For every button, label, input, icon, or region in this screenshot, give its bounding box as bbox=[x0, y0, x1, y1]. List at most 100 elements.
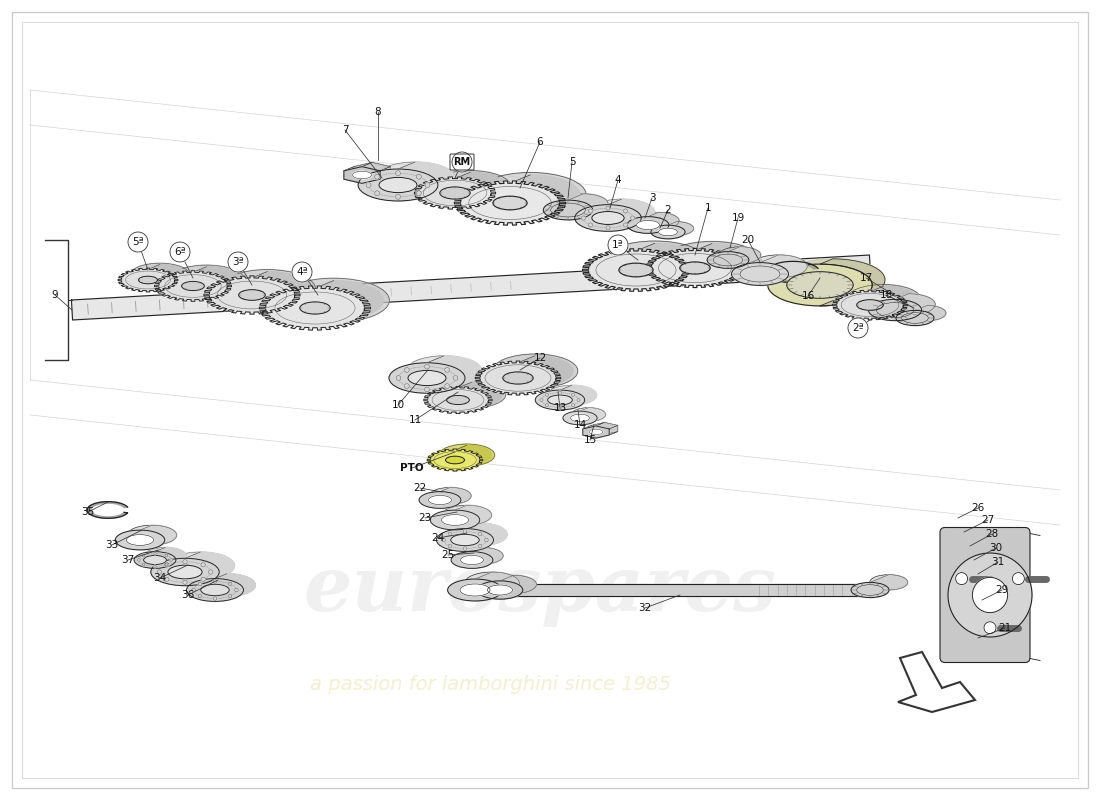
Polygon shape bbox=[915, 306, 946, 326]
Circle shape bbox=[396, 376, 400, 381]
Ellipse shape bbox=[651, 225, 685, 239]
Circle shape bbox=[578, 398, 580, 402]
Ellipse shape bbox=[200, 584, 229, 596]
Ellipse shape bbox=[166, 552, 234, 579]
Circle shape bbox=[165, 563, 168, 566]
Ellipse shape bbox=[663, 242, 761, 281]
Ellipse shape bbox=[408, 370, 446, 386]
Circle shape bbox=[396, 194, 400, 199]
Text: 10: 10 bbox=[392, 400, 405, 410]
Text: 30: 30 bbox=[989, 543, 1002, 553]
Polygon shape bbox=[568, 194, 608, 220]
Ellipse shape bbox=[707, 252, 749, 268]
Polygon shape bbox=[820, 259, 884, 306]
Ellipse shape bbox=[447, 395, 470, 405]
Circle shape bbox=[201, 562, 206, 567]
Text: 29: 29 bbox=[996, 585, 1009, 595]
Polygon shape bbox=[608, 199, 654, 231]
Polygon shape bbox=[118, 268, 178, 292]
Polygon shape bbox=[475, 572, 519, 601]
Ellipse shape bbox=[592, 211, 624, 225]
Circle shape bbox=[448, 532, 452, 536]
Text: 4ª: 4ª bbox=[296, 267, 308, 277]
Ellipse shape bbox=[659, 222, 694, 235]
Ellipse shape bbox=[868, 299, 922, 321]
Circle shape bbox=[572, 404, 574, 406]
Polygon shape bbox=[415, 177, 496, 209]
Circle shape bbox=[572, 394, 574, 396]
Polygon shape bbox=[252, 272, 310, 312]
Ellipse shape bbox=[451, 552, 493, 568]
Polygon shape bbox=[155, 547, 186, 568]
Text: 28: 28 bbox=[986, 529, 999, 539]
Circle shape bbox=[606, 206, 610, 210]
Circle shape bbox=[425, 182, 430, 187]
Circle shape bbox=[198, 594, 201, 598]
Polygon shape bbox=[427, 356, 482, 393]
Ellipse shape bbox=[116, 530, 165, 550]
Text: 11: 11 bbox=[408, 415, 421, 425]
Ellipse shape bbox=[144, 547, 186, 564]
Polygon shape bbox=[398, 162, 454, 201]
Ellipse shape bbox=[198, 574, 255, 597]
Circle shape bbox=[624, 209, 627, 213]
Ellipse shape bbox=[768, 264, 872, 306]
Ellipse shape bbox=[219, 270, 316, 308]
Polygon shape bbox=[192, 266, 241, 300]
Circle shape bbox=[128, 232, 148, 252]
Circle shape bbox=[588, 209, 593, 213]
Ellipse shape bbox=[419, 492, 461, 508]
FancyBboxPatch shape bbox=[940, 527, 1030, 662]
Ellipse shape bbox=[406, 356, 482, 386]
Polygon shape bbox=[455, 172, 506, 207]
Circle shape bbox=[1012, 573, 1024, 585]
Ellipse shape bbox=[574, 205, 641, 231]
Polygon shape bbox=[695, 243, 756, 286]
Circle shape bbox=[169, 558, 173, 562]
Polygon shape bbox=[472, 547, 503, 568]
Ellipse shape bbox=[680, 262, 711, 274]
Circle shape bbox=[416, 191, 421, 196]
Circle shape bbox=[588, 223, 593, 227]
Ellipse shape bbox=[430, 170, 512, 203]
Circle shape bbox=[416, 174, 421, 179]
Polygon shape bbox=[458, 382, 502, 412]
Circle shape bbox=[630, 216, 635, 220]
Circle shape bbox=[234, 588, 239, 592]
Polygon shape bbox=[344, 166, 381, 183]
Polygon shape bbox=[475, 361, 561, 395]
Circle shape bbox=[213, 580, 217, 583]
Text: 14: 14 bbox=[573, 420, 586, 430]
Ellipse shape bbox=[659, 228, 678, 236]
Polygon shape bbox=[580, 408, 606, 425]
Polygon shape bbox=[427, 449, 483, 471]
Circle shape bbox=[228, 252, 248, 272]
Circle shape bbox=[972, 578, 1008, 613]
Ellipse shape bbox=[619, 263, 653, 277]
Ellipse shape bbox=[450, 523, 507, 546]
Ellipse shape bbox=[168, 265, 245, 296]
Circle shape bbox=[948, 553, 1032, 637]
Polygon shape bbox=[560, 386, 596, 410]
Polygon shape bbox=[260, 286, 371, 330]
Polygon shape bbox=[609, 426, 618, 435]
Polygon shape bbox=[870, 574, 907, 598]
Ellipse shape bbox=[187, 578, 243, 602]
Ellipse shape bbox=[430, 510, 480, 530]
Ellipse shape bbox=[492, 354, 578, 388]
Polygon shape bbox=[583, 426, 609, 438]
Circle shape bbox=[452, 152, 472, 172]
Circle shape bbox=[608, 235, 628, 255]
Text: 7: 7 bbox=[342, 125, 349, 135]
Polygon shape bbox=[500, 584, 870, 596]
Circle shape bbox=[170, 242, 190, 262]
Ellipse shape bbox=[491, 575, 537, 594]
Circle shape bbox=[984, 622, 996, 634]
Text: 24: 24 bbox=[431, 533, 444, 543]
Polygon shape bbox=[592, 422, 618, 434]
Circle shape bbox=[396, 170, 400, 176]
Circle shape bbox=[292, 262, 312, 282]
Ellipse shape bbox=[548, 395, 572, 405]
Ellipse shape bbox=[168, 565, 202, 579]
Ellipse shape bbox=[627, 217, 669, 234]
